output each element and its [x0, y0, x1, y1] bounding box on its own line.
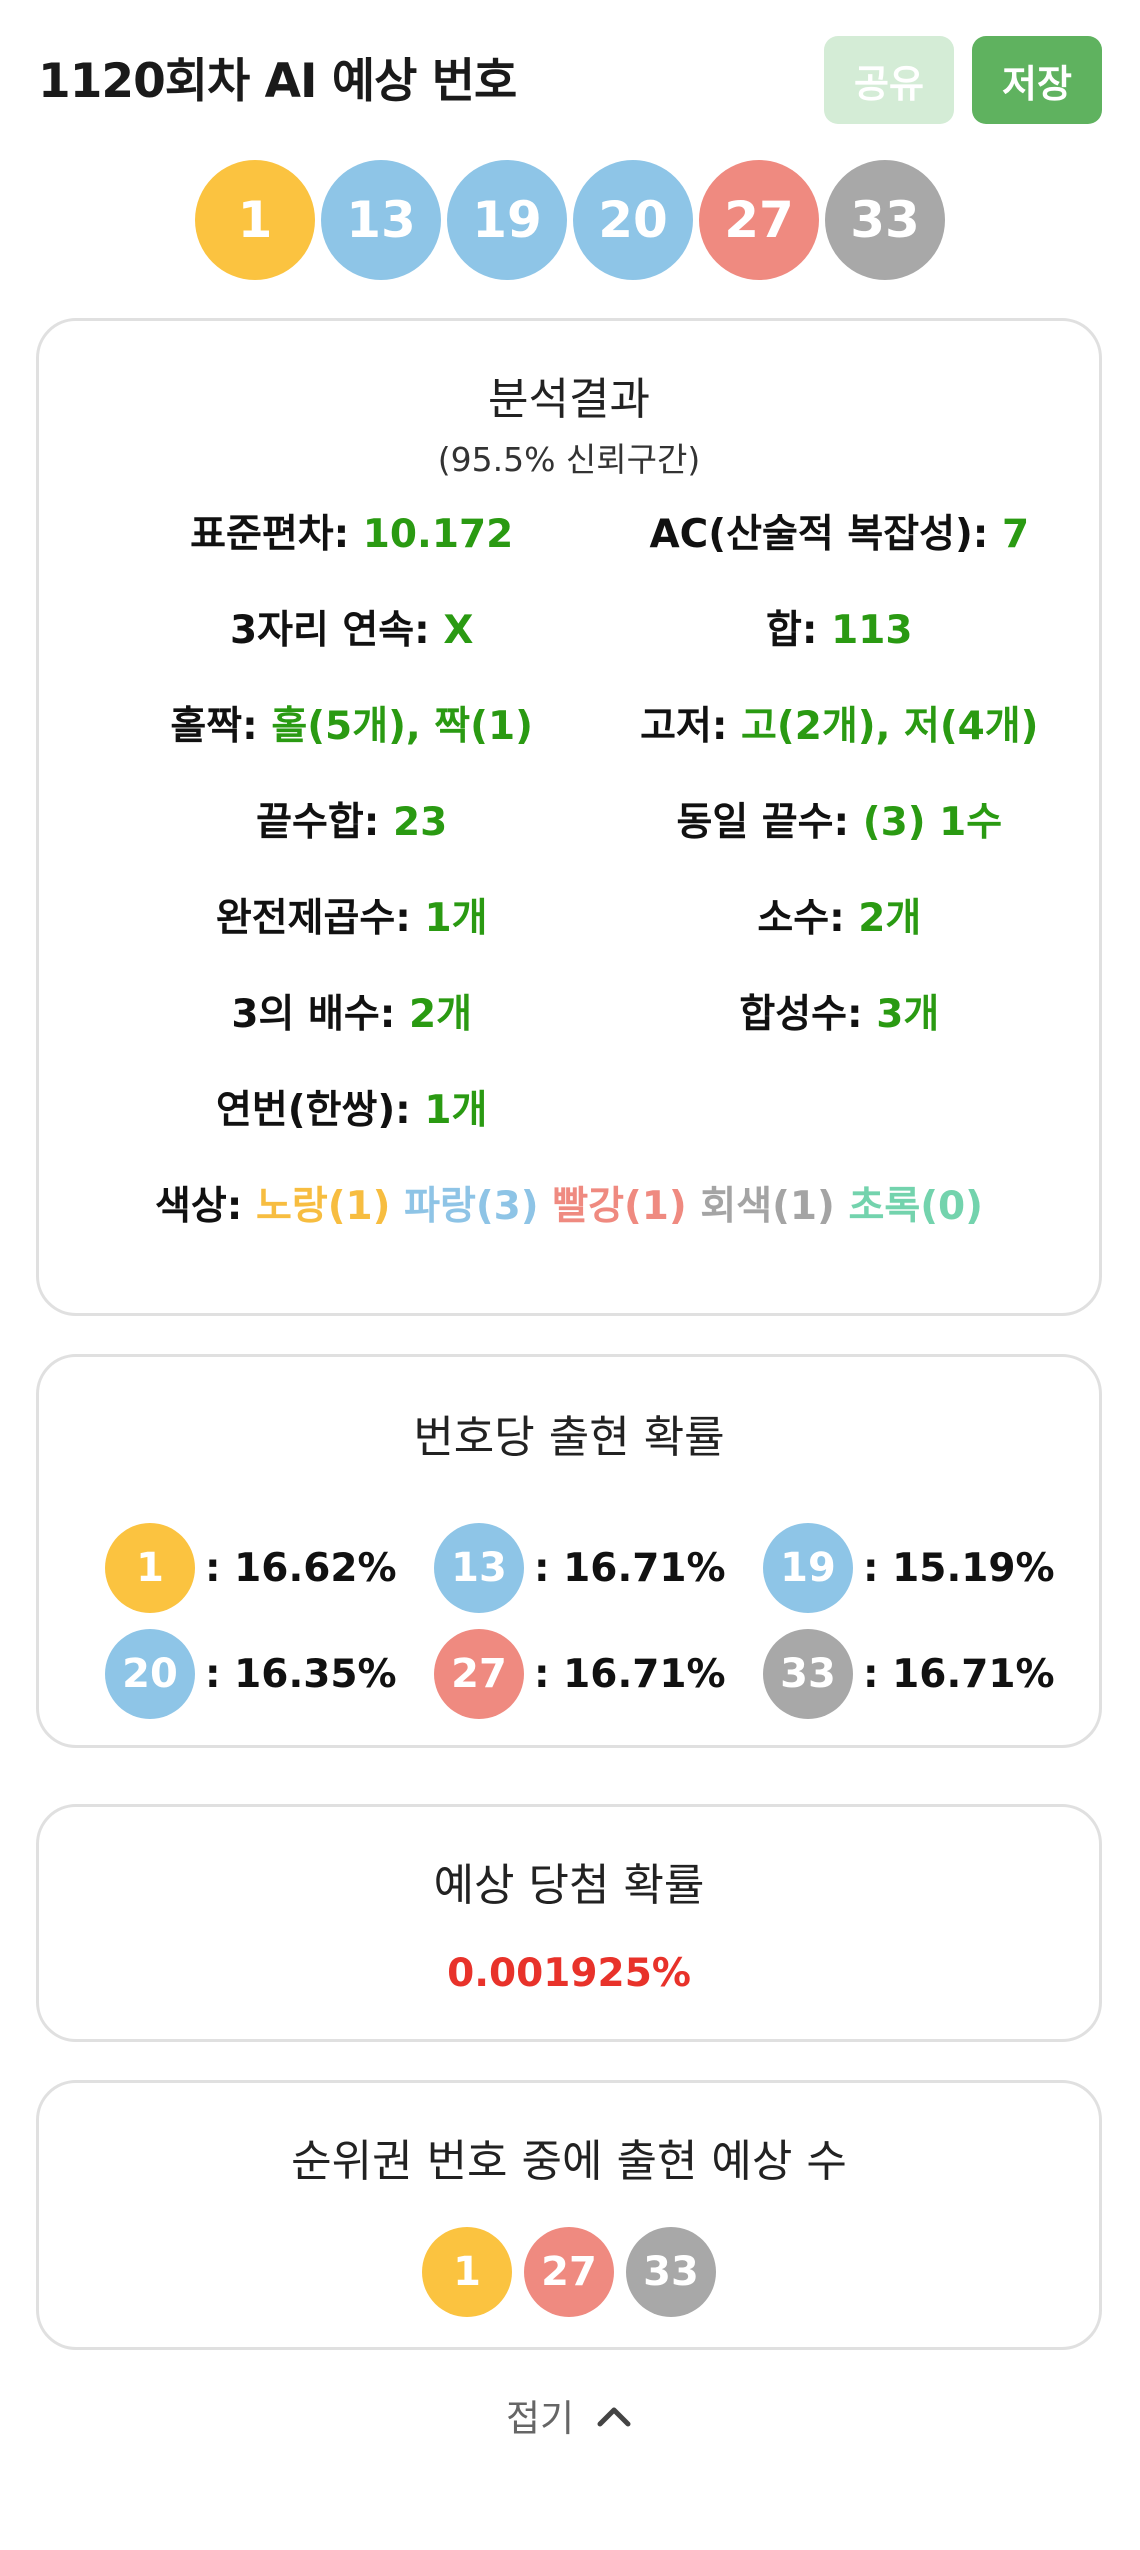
number-ball: 1	[195, 160, 315, 280]
stat-label: 합성수:	[739, 992, 863, 1037]
color-count-gray: 회색(1)	[700, 1184, 835, 1229]
number-ball: 27	[699, 160, 819, 280]
number-ball: 33	[825, 160, 945, 280]
probability-ball: 33	[763, 1629, 853, 1719]
stat-label: 소수:	[757, 896, 845, 941]
stat-label: 합:	[766, 608, 818, 653]
color-count-red: 빨강(1)	[552, 1184, 687, 1229]
stat-std-dev: 표준편차: 10.172	[190, 503, 513, 559]
stat-label: 완전제곱수:	[215, 896, 411, 941]
probability-title: 번호당 출현 확률	[413, 1412, 725, 1463]
stat-sum: 합: 113	[766, 599, 912, 655]
probability-ball: 13	[434, 1523, 524, 1613]
rank-title: 순위권 번호 중에 출현 예상 수	[291, 2136, 847, 2187]
probability-value: : 16.35%	[205, 1651, 397, 1697]
probability-item: 13 : 16.71%	[434, 1523, 726, 1613]
rank-ball: 1	[422, 2227, 512, 2317]
stat-same-last-digit: 동일 끝수: (3) 1수	[676, 791, 1002, 847]
probability-item: 33 : 16.71%	[763, 1629, 1055, 1719]
stat-label: 홀짝:	[170, 704, 258, 749]
probability-item: 20 : 16.35%	[105, 1629, 397, 1719]
stat-label: 고저:	[640, 704, 728, 749]
stat-value: 23	[392, 800, 448, 845]
number-ball: 19	[447, 160, 567, 280]
fold-button[interactable]: 접기	[0, 2388, 1140, 2442]
stat-last-digit-sum: 끝수합: 23	[256, 791, 447, 847]
probability-value: : 16.71%	[534, 1545, 726, 1591]
probability-value: : 16.71%	[863, 1651, 1055, 1697]
color-count-green: 초록(0)	[848, 1184, 983, 1229]
stat-value: 7	[1001, 512, 1030, 557]
probability-item: 19 : 15.19%	[763, 1523, 1055, 1613]
stat-consecutive: 3자리 연속: X	[230, 599, 474, 655]
win-probability-card: 예상 당첨 확률 0.001925%	[36, 1804, 1102, 2042]
save-button[interactable]: 저장	[972, 36, 1102, 124]
probability-ball: 27	[434, 1629, 524, 1719]
probability-value: : 16.62%	[205, 1545, 397, 1591]
color-count-blue: 파랑(3)	[404, 1184, 539, 1229]
stat-label: AC(산술적 복잡성):	[649, 512, 989, 557]
stat-multiple-of-3: 3의 배수: 2개	[231, 983, 472, 1039]
stat-value: 1개	[424, 1088, 488, 1133]
stat-label: 표준편차:	[190, 512, 350, 557]
stat-odd-even: 홀짝: 홀(5개), 짝(1)	[170, 695, 533, 751]
chevron-up-icon	[597, 2407, 631, 2427]
stat-label: 색상:	[155, 1184, 243, 1229]
color-count-yellow: 노랑(1)	[255, 1184, 391, 1229]
share-button[interactable]: 공유	[824, 36, 954, 124]
stat-label: 끝수합:	[256, 800, 380, 845]
stat-label: 연번(한쌍):	[216, 1088, 411, 1133]
probability-ball: 20	[105, 1629, 195, 1719]
probability-item: 27 : 16.71%	[434, 1629, 726, 1719]
stat-value: 113	[831, 608, 913, 653]
stat-perfect-square: 완전제곱수: 1개	[216, 887, 488, 943]
page-title: 1120회차 AI 예상 번호	[38, 54, 517, 109]
probability-value: : 15.19%	[863, 1545, 1055, 1591]
probability-value: : 16.71%	[534, 1651, 726, 1697]
rank-card: 순위권 번호 중에 출현 예상 수 1 27 33	[36, 2080, 1102, 2350]
analysis-card: 분석결과 (95.5% 신뢰구간) 표준편차: 10.172 AC(산술적 복잡…	[36, 318, 1102, 1316]
stat-value: (3) 1수	[862, 800, 1003, 845]
stat-value: 1개	[424, 896, 488, 941]
predicted-numbers: 1 13 19 20 27 33	[0, 160, 1140, 280]
win-probability-value: 0.001925%	[447, 1951, 691, 1996]
stat-value: 3개	[876, 992, 940, 1037]
stat-high-low: 고저: 고(2개), 저(4개)	[640, 695, 1038, 751]
rank-ball: 33	[626, 2227, 716, 2317]
analysis-title: 분석결과	[488, 374, 650, 425]
stat-value: 고(2개), 저(4개)	[741, 704, 1039, 749]
probability-ball: 1	[105, 1523, 195, 1613]
stat-colors: 색상: 노랑(1) 파랑(3) 빨강(1) 회색(1) 초록(0)	[155, 1175, 983, 1231]
stat-value: 홀(5개), 짝(1)	[271, 704, 533, 749]
stat-consecutive-pair: 연번(한쌍): 1개	[216, 1079, 487, 1135]
stat-value: 2개	[408, 992, 472, 1037]
stat-ac: AC(산술적 복잡성): 7	[649, 503, 1029, 559]
stat-value: X	[443, 608, 474, 653]
stat-label: 3자리 연속:	[229, 608, 430, 653]
probability-ball: 19	[763, 1523, 853, 1613]
header: 1120회차 AI 예상 번호 공유 저장	[38, 36, 1102, 126]
stat-label: 3의 배수:	[231, 992, 396, 1037]
rank-ball: 27	[524, 2227, 614, 2317]
stat-prime: 소수: 2개	[757, 887, 921, 943]
analysis-subtitle: (95.5% 신뢰구간)	[437, 440, 701, 479]
stat-value: 2개	[858, 896, 922, 941]
number-ball: 13	[321, 160, 441, 280]
stat-label: 동일 끝수:	[676, 800, 850, 845]
fold-label: 접기	[505, 2397, 575, 2440]
win-probability-title: 예상 당첨 확률	[433, 1860, 705, 1911]
number-ball: 20	[573, 160, 693, 280]
rank-balls: 1 27 33	[39, 2227, 1099, 2317]
probability-item: 1 : 16.62%	[105, 1523, 397, 1613]
stat-value: 10.172	[362, 512, 514, 557]
stat-composite: 합성수: 3개	[739, 983, 939, 1039]
probability-card: 번호당 출현 확률 1 : 16.62% 13 : 16.71% 19 : 15…	[36, 1354, 1102, 1748]
